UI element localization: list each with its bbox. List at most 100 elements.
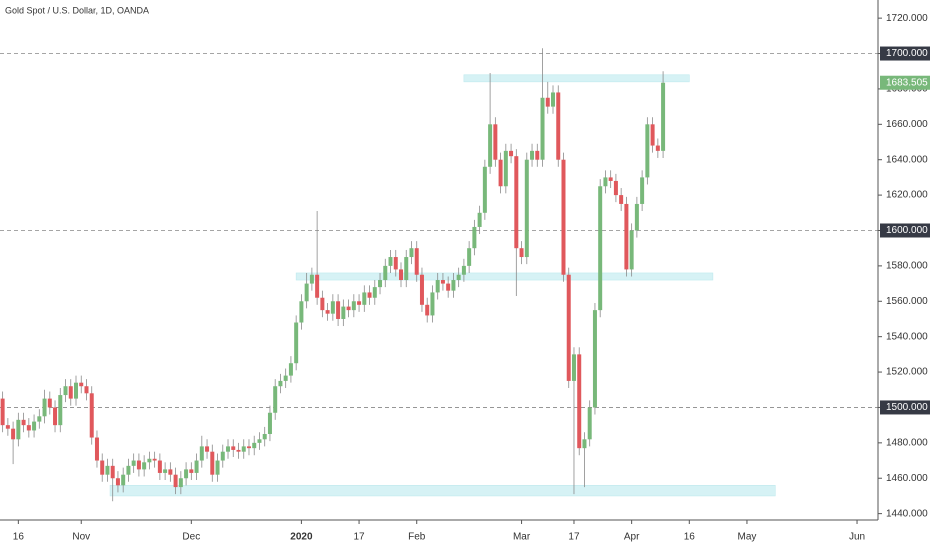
candle-body bbox=[472, 226, 477, 249]
candle-body bbox=[309, 274, 314, 284]
candle-body bbox=[231, 446, 236, 450]
candle-body bbox=[645, 124, 650, 178]
candle-body bbox=[545, 97, 550, 107]
candle-body bbox=[640, 177, 645, 204]
candle-body bbox=[530, 150, 535, 160]
candle-body bbox=[624, 203, 629, 270]
x-tick-label: Apr bbox=[624, 532, 640, 543]
candle-body bbox=[53, 407, 58, 426]
candle-body bbox=[477, 212, 482, 227]
candle-body bbox=[16, 419, 21, 440]
candle-body bbox=[168, 469, 173, 475]
candle-body bbox=[383, 265, 388, 281]
candle-body bbox=[598, 186, 603, 311]
candle-body bbox=[419, 274, 424, 305]
candle-body bbox=[288, 363, 293, 376]
candle-body bbox=[131, 460, 136, 466]
candle-body bbox=[414, 248, 419, 275]
candle-body bbox=[320, 297, 325, 311]
candle-body bbox=[246, 446, 251, 449]
candle-body bbox=[357, 301, 362, 305]
candle-body bbox=[661, 82, 666, 151]
level-label-box bbox=[880, 46, 930, 61]
candle-body bbox=[142, 462, 147, 470]
candle-body bbox=[503, 150, 508, 187]
candle-body bbox=[26, 425, 31, 431]
y-tick-label: 1620.000 bbox=[886, 190, 928, 201]
candle-body bbox=[241, 446, 246, 452]
x-tick-label: Nov bbox=[72, 532, 90, 543]
candle-body bbox=[205, 446, 210, 452]
zone bbox=[109, 485, 776, 497]
candle-body bbox=[84, 386, 89, 394]
candle-body bbox=[603, 177, 608, 187]
candle-body bbox=[68, 386, 73, 399]
candle-body bbox=[173, 474, 178, 488]
candle-body bbox=[519, 248, 524, 258]
last-price-box bbox=[880, 75, 930, 90]
level-label: 1700.000 bbox=[886, 48, 928, 59]
candle-body bbox=[163, 469, 168, 473]
candle-body bbox=[388, 257, 393, 266]
candle-body bbox=[629, 230, 634, 270]
candle-body bbox=[157, 460, 162, 473]
candle-body bbox=[372, 287, 377, 298]
candle-body bbox=[409, 248, 414, 258]
candle-body bbox=[178, 478, 183, 488]
y-tick-label: 1660.000 bbox=[886, 119, 928, 130]
candle-body bbox=[514, 156, 519, 249]
candle-body bbox=[136, 460, 141, 470]
candle-body bbox=[47, 398, 52, 408]
candle-body bbox=[592, 310, 597, 408]
candle-body bbox=[215, 460, 220, 475]
candle-body bbox=[535, 150, 540, 160]
level-label-box bbox=[880, 400, 930, 415]
candle-body bbox=[634, 203, 639, 231]
candle-body bbox=[341, 306, 346, 319]
candle-body bbox=[89, 393, 94, 438]
candle-body bbox=[524, 159, 529, 258]
candle-body bbox=[267, 412, 272, 434]
x-tick-label: Dec bbox=[182, 532, 200, 543]
candle-body bbox=[362, 292, 367, 305]
candle-body bbox=[582, 439, 587, 449]
candle-body bbox=[115, 478, 120, 486]
candle-body bbox=[58, 395, 63, 426]
candle-body bbox=[330, 301, 335, 314]
candle-body bbox=[37, 416, 42, 422]
candle-body bbox=[152, 458, 157, 461]
x-tick-label: Feb bbox=[408, 532, 426, 543]
candle-body bbox=[63, 386, 68, 396]
candle-body bbox=[74, 382, 79, 399]
x-tick-label: 17 bbox=[568, 532, 580, 543]
candle-body bbox=[456, 274, 461, 281]
candle-body bbox=[147, 458, 152, 463]
candle-body bbox=[571, 354, 576, 381]
candle-body bbox=[199, 446, 204, 461]
candle-body bbox=[278, 380, 283, 387]
candle-body bbox=[42, 398, 47, 417]
candle-body bbox=[378, 280, 383, 288]
candle-body bbox=[430, 292, 435, 316]
candle-body bbox=[304, 283, 309, 302]
candle-body bbox=[556, 92, 561, 160]
candle-body bbox=[561, 159, 566, 275]
candle-body bbox=[650, 124, 655, 146]
zone bbox=[295, 272, 714, 281]
candle-body bbox=[194, 460, 199, 473]
candle-body bbox=[21, 419, 26, 426]
candle-body bbox=[336, 301, 341, 319]
candle-body bbox=[404, 257, 409, 281]
level-label: 1600.000 bbox=[886, 225, 928, 236]
candle-body bbox=[435, 280, 440, 293]
x-tick-label: May bbox=[738, 532, 757, 543]
candle-body bbox=[398, 269, 403, 281]
x-tick-label: 16 bbox=[13, 532, 25, 543]
y-tick-label: 1460.000 bbox=[886, 473, 928, 484]
candle-body bbox=[367, 292, 372, 298]
last-price-label: 1683.505 bbox=[886, 77, 928, 88]
candle-body bbox=[105, 465, 110, 475]
candle-body bbox=[509, 150, 514, 157]
candle-body bbox=[0, 398, 5, 426]
candle-body bbox=[252, 442, 257, 449]
